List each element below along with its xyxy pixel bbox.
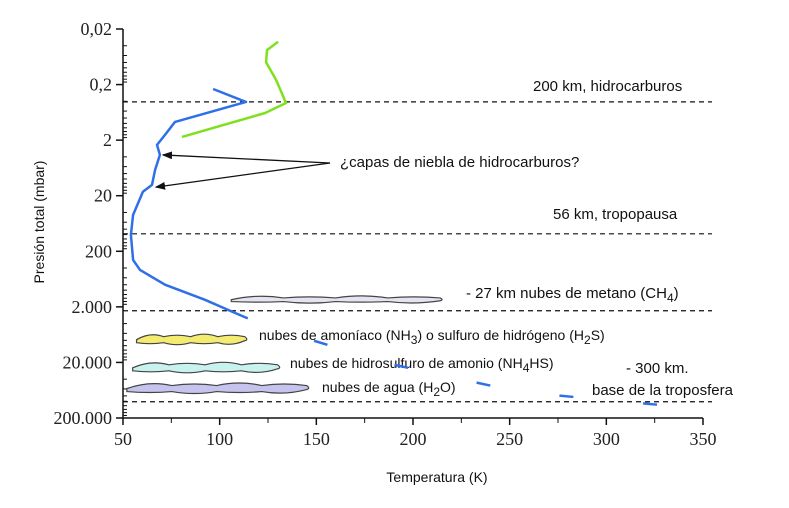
annotation-arrow [161, 151, 331, 164]
x-tick-label: 150 [303, 429, 330, 449]
y-tick-label: 2.000 [72, 297, 113, 317]
annotation-arrow [154, 162, 331, 190]
x-tick-label: 300 [593, 429, 620, 449]
y-tick-label: 2 [103, 130, 112, 150]
cloud-0 [230, 295, 443, 304]
y-tick-label: 200.000 [54, 408, 113, 428]
x-tick-label: 200 [400, 429, 427, 449]
series-line-1 [181, 40, 288, 139]
cloud-label: nubes de agua (H2O) [322, 379, 456, 399]
y-tick-label: 0,2 [90, 75, 113, 95]
label-base-troposfera: base de la troposfera [592, 382, 734, 399]
cloud-label: nubes de amoníaco (NH3) o sulfuro de hid… [259, 327, 605, 347]
y-axis-title: Presión total (mbar) [31, 161, 47, 284]
x-tick-label: 250 [496, 429, 523, 449]
cloud-label: nubes de hidrosulfuro de amonio (NH4HS) [290, 355, 554, 375]
label-metano: - 27 km nubes de metano (CH4) [466, 285, 679, 305]
y-tick-label: 0,02 [81, 19, 113, 39]
y-tick-label: 20 [94, 186, 112, 206]
x-tick-label: 350 [690, 429, 717, 449]
y-tick-label: 20.000 [63, 352, 113, 372]
label-hidrocarburos: 200 km, hidrocarburos [533, 78, 682, 95]
series-line-0 [129, 87, 248, 315]
label-tropopausa: 56 km, tropopausa [553, 206, 678, 223]
cloud-2 [132, 361, 281, 374]
cloud-1 [135, 333, 248, 346]
x-tick-label: 50 [114, 429, 132, 449]
annotation-label: ¿capas de niebla de hidrocarburos? [340, 154, 579, 171]
x-tick-label: 100 [206, 429, 233, 449]
x-axis-title: Temperatura (K) [386, 469, 487, 485]
series-dashed-0 [234, 311, 680, 409]
y-tick-label: 200 [85, 241, 112, 261]
label-300km: - 300 km. [626, 360, 689, 377]
cloud-3 [126, 382, 310, 395]
